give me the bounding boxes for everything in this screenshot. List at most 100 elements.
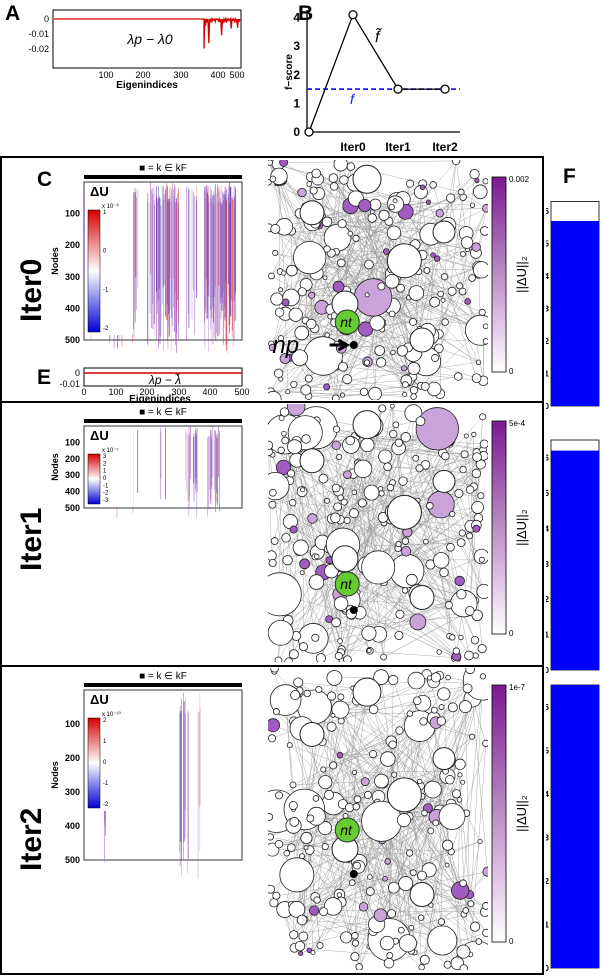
heatmap-ytick-2: 300	[65, 787, 80, 797]
heatmap-stripe	[174, 187, 176, 293]
network-node	[459, 465, 467, 474]
panel-f-ytick-2-4: 0.4	[546, 790, 550, 799]
heatmap-stripe	[183, 692, 184, 860]
network-edge	[358, 461, 485, 592]
network-node	[281, 270, 287, 276]
network-iter2: nt	[268, 668, 488, 970]
panel-letter-c: C	[37, 168, 53, 191]
network-node	[449, 510, 456, 518]
heatmap-stripe	[227, 187, 229, 285]
network-edge	[293, 445, 337, 530]
network-node	[466, 532, 473, 540]
heatmap-cb-tick-1: 1	[103, 739, 107, 745]
heatmap-stripe	[211, 437, 213, 487]
heatmap-stripe	[218, 426, 219, 477]
network-node	[417, 870, 427, 881]
network-hub-node	[386, 777, 422, 813]
network-node	[279, 857, 315, 893]
network-node	[444, 601, 453, 610]
network-node	[467, 900, 475, 908]
network-node	[306, 318, 317, 330]
network-node	[471, 609, 483, 622]
network-node	[464, 298, 471, 305]
network-edge	[278, 176, 286, 303]
network-node	[332, 280, 345, 293]
network-node	[472, 261, 488, 279]
network-node	[433, 255, 441, 262]
network-node	[292, 539, 309, 556]
network-node	[332, 425, 341, 433]
network-node	[458, 700, 472, 714]
panel-b-point-1	[348, 10, 358, 20]
heatmap-stripe	[228, 203, 230, 326]
heatmap-stripe	[186, 431, 187, 491]
network-node	[333, 596, 349, 611]
network-node	[479, 439, 488, 449]
network-node	[281, 436, 289, 445]
network-edge	[326, 379, 409, 388]
heatmap-stripe	[181, 698, 182, 860]
network-node	[288, 801, 298, 810]
heatmap-kf-bar	[84, 175, 242, 179]
network-node	[287, 843, 296, 852]
network-node	[436, 716, 447, 726]
panel-e-annotation: λp − λ̃	[148, 372, 181, 387]
heatmap-stripe	[206, 185, 207, 319]
network-node	[388, 203, 395, 211]
heatmap-stripe	[215, 433, 217, 505]
network-node	[456, 589, 467, 600]
network-node	[360, 437, 375, 453]
heatmap-stripe	[165, 187, 167, 318]
network-node	[415, 416, 426, 427]
network-node	[268, 572, 302, 617]
network-node	[287, 439, 302, 455]
heatmap-stripe	[172, 182, 173, 327]
heatmap-stripe	[137, 430, 139, 493]
network-node	[419, 717, 428, 726]
network-edge	[347, 452, 444, 660]
network-node	[339, 392, 345, 398]
network-node	[270, 224, 281, 234]
network-np-node	[349, 606, 358, 614]
network-node	[333, 502, 343, 512]
heatmap-stripe	[218, 191, 220, 335]
network-node	[364, 292, 370, 298]
network-node	[378, 449, 393, 464]
network-colorbar-iter0: 0.002 0 ||ΔU||₂	[491, 175, 530, 376]
heatmap-stripe	[221, 205, 223, 298]
heatmap-stripe	[211, 434, 212, 490]
network-node	[471, 242, 481, 252]
network-edge	[407, 853, 410, 944]
network-node	[268, 833, 274, 841]
network-node	[353, 459, 373, 479]
network-node	[326, 721, 337, 732]
heatmap-cb-tick-1: 0	[103, 249, 107, 255]
network-node	[327, 691, 337, 701]
network-nt-node	[334, 309, 360, 335]
network-node	[298, 931, 309, 942]
network-edge	[451, 743, 487, 852]
network-edge	[450, 173, 475, 199]
network-node	[482, 902, 488, 910]
heatmap-stripe	[177, 192, 179, 300]
network-edge	[305, 438, 419, 623]
network-edge	[309, 183, 440, 349]
network-node	[300, 831, 313, 845]
panel-b-xtick-iter1: Iter1	[385, 140, 411, 154]
network-node	[380, 653, 387, 661]
heatmap-stripe	[231, 197, 232, 301]
heatmap-stripe	[214, 429, 215, 490]
heatmap-stripe	[199, 692, 201, 851]
network-node	[380, 751, 396, 767]
network-edge	[312, 222, 445, 224]
heatmap-stripe	[187, 434, 188, 502]
network-node	[285, 389, 291, 395]
network-node	[277, 446, 285, 454]
network-node	[379, 935, 395, 951]
panel-f-bar-1	[551, 450, 599, 670]
heatmap-stripe	[209, 437, 210, 490]
network-node	[386, 952, 394, 959]
network-node	[460, 450, 469, 459]
panel-f-ytick-0-4: 0.4	[546, 272, 550, 281]
network-node	[383, 957, 395, 969]
